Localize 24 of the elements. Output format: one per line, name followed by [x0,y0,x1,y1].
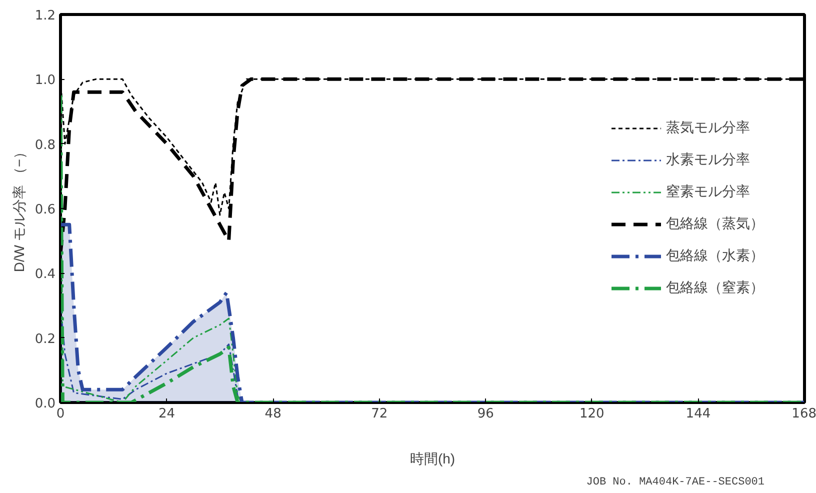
legend-label: 包絡線（窒素） [666,279,764,297]
x-tick-label: 144 [686,406,711,422]
y-tick-label: 1.2 [34,8,56,24]
x-tick-label: 0 [56,406,65,422]
legend-label: 蒸気モル分率 [666,119,750,137]
x-tick-label: 168 [792,406,816,422]
x-tick-label: 96 [477,406,494,422]
x-tick-label: 72 [371,406,388,422]
legend-label: 包絡線（蒸気） [666,215,764,233]
y-tick-label: 0.2 [34,332,56,347]
x-tick-label: 48 [264,406,282,422]
legend-label: 水素モル分率 [666,151,750,169]
x-axis-title: 時間(h) [410,450,456,466]
y-tick-label: 0.8 [34,138,56,153]
y-tick-label: 1.0 [34,73,56,88]
y-tick-label: 0.6 [34,202,56,218]
legend-label: 窒素モル分率 [666,183,750,201]
y-tick-label: 0.4 [34,267,56,282]
y-axis-title: D/W モル分率 （−） [10,144,27,272]
x-tick-label: 120 [580,406,604,422]
y-tick-label: 0.0 [34,396,56,412]
x-tick-label: 24 [158,406,176,422]
legend-label: 包絡線（水素） [666,247,764,265]
text: JOB No. MA404K-7AE--SECS001 [586,476,765,488]
